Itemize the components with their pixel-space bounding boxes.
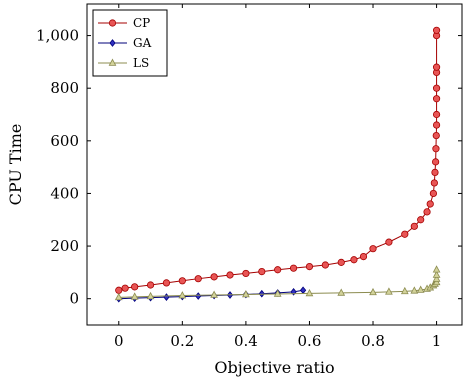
data-point-cp	[432, 158, 440, 166]
data-point-ga	[299, 286, 307, 295]
data-point-cp	[432, 26, 441, 34]
data-point-cp	[426, 200, 434, 208]
data-point-ls	[385, 287, 393, 295]
data-point-cp	[431, 168, 439, 176]
y-tick-label: 400	[50, 184, 79, 202]
data-point-ga	[258, 289, 265, 298]
data-point-ga	[195, 292, 202, 300]
data-point-cp	[423, 208, 431, 216]
series-ls	[114, 265, 441, 301]
data-point-cp	[210, 273, 218, 281]
x-tick-label: 0.6	[298, 332, 322, 350]
legend-label-cp: CP	[133, 16, 150, 30]
data-point-cp	[131, 283, 139, 291]
data-point-ls	[432, 277, 441, 286]
data-point-cp	[432, 145, 440, 153]
data-point-ls	[114, 292, 123, 301]
data-point-ls	[130, 292, 139, 300]
x-tick-label: 0.4	[234, 332, 258, 350]
legend: CP GA LS	[92, 9, 168, 77]
data-point-cp	[350, 256, 358, 264]
data-point-cp	[401, 230, 409, 238]
data-point-cp	[432, 131, 440, 140]
data-point-cp	[410, 222, 418, 230]
data-point-cp	[432, 121, 441, 129]
x-tick-label: 1	[432, 332, 442, 350]
y-tick-label: 1,000	[36, 27, 79, 45]
data-point-cp	[385, 238, 393, 246]
data-point-cp	[359, 252, 368, 261]
y-tick-label: 600	[50, 132, 79, 150]
data-point-ls	[242, 290, 250, 298]
data-point-cp	[432, 95, 441, 103]
data-point-cp	[337, 258, 345, 266]
data-point-ga	[163, 293, 170, 301]
data-point-cp	[432, 63, 441, 71]
data-point-cp	[162, 279, 171, 287]
data-point-cp	[178, 277, 186, 285]
data-point-ls	[400, 286, 409, 295]
legend-marker-cp	[108, 19, 117, 27]
data-point-cp	[115, 286, 123, 294]
data-point-ls	[410, 286, 419, 294]
legend-label-ls: LS	[133, 56, 149, 70]
data-point-ls	[146, 291, 155, 300]
data-point-cp	[289, 264, 298, 272]
series-cp	[115, 26, 441, 294]
data-point-cp	[121, 284, 129, 292]
x-tick-label: 0.2	[170, 332, 194, 350]
data-point-ls	[432, 265, 441, 273]
data-point-cp	[432, 110, 441, 119]
data-point-cp	[226, 271, 234, 279]
data-point-ls	[432, 274, 441, 282]
data-point-cp	[194, 275, 202, 283]
data-point-ls	[416, 285, 425, 293]
legend-marker-ga	[109, 39, 116, 47]
data-point-ls	[178, 291, 187, 299]
axes: 0 0.2 0.4 0.6 0.8 1 0 200 400 600 800 1,000	[36, 3, 463, 350]
legend-marker-ls	[108, 58, 117, 66]
data-point-ls	[337, 288, 346, 296]
data-point-cp	[146, 281, 155, 289]
data-point-cp	[369, 245, 377, 253]
data-point-cp	[274, 266, 282, 274]
data-point-ls	[305, 288, 314, 297]
data-point-cp	[258, 267, 266, 276]
data-point-cp	[430, 179, 438, 187]
data-point-cp	[432, 84, 441, 92]
data-point-cp	[305, 262, 314, 271]
x-tick-label: 0.8	[361, 332, 385, 350]
legend-label-ga: GA	[133, 36, 152, 50]
y-tick-label: 0	[69, 290, 79, 308]
data-point-ls	[210, 290, 218, 298]
axis-frame	[86, 3, 463, 326]
plot-area	[114, 26, 441, 303]
x-axis-label: Objective ratio	[214, 358, 334, 377]
y-tick-label: 800	[50, 79, 79, 97]
data-point-cp	[429, 189, 437, 198]
data-point-cp	[417, 216, 425, 224]
data-point-ls	[432, 270, 441, 278]
data-point-cp	[242, 269, 250, 278]
x-tick-label: 0	[114, 332, 124, 350]
data-point-cp	[321, 261, 329, 269]
y-tick-label: 200	[50, 237, 79, 255]
data-point-ls	[273, 289, 282, 297]
data-point-ls	[369, 287, 377, 296]
y-axis-label: CPU Time	[6, 124, 25, 206]
